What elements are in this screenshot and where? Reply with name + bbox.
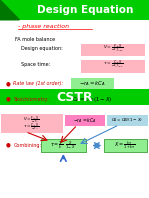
Text: CSTR: CSTR [56,90,93,104]
Text: Rate law (1st order):: Rate law (1st order): [13,81,63,86]
FancyBboxPatch shape [107,115,148,126]
FancyBboxPatch shape [1,114,63,133]
Text: $X=\frac{k\tau}{1+k\tau}$: $X=\frac{k\tau}{1+k\tau}$ [114,140,136,151]
Text: Stoichiometry:: Stoichiometry: [13,96,49,102]
FancyBboxPatch shape [104,139,147,152]
FancyBboxPatch shape [0,89,149,105]
Text: $-r_A = kC_A$: $-r_A = kC_A$ [73,116,97,125]
Text: $V=\frac{F_{A0}X}{-r_A}$: $V=\frac{F_{A0}X}{-r_A}$ [23,114,39,126]
Text: $-r_A = kC_A$: $-r_A = kC_A$ [79,79,106,88]
Text: ●: ● [6,96,11,102]
FancyBboxPatch shape [71,78,114,89]
Text: Design equation:: Design equation: [21,46,63,51]
Text: Space time:: Space time: [21,62,50,67]
FancyBboxPatch shape [0,0,149,20]
Text: $C_A = C_{A0}(1-X)$: $C_A = C_{A0}(1-X)$ [72,94,112,104]
Text: Combining:: Combining: [13,143,42,148]
Text: Design Equation: Design Equation [37,5,133,15]
FancyBboxPatch shape [81,44,145,56]
FancyBboxPatch shape [41,139,86,152]
Polygon shape [0,0,19,20]
Text: $\tau=\frac{C_{A0}X}{-r_A}$: $\tau=\frac{C_{A0}X}{-r_A}$ [23,121,39,133]
Text: FA mole balance: FA mole balance [15,37,55,42]
Text: ●: ● [6,81,11,86]
Text: $C_A=C_{A0}(1-X)$: $C_A=C_{A0}(1-X)$ [111,116,143,124]
Text: $V=\frac{F_{A0}X}{-r_A f_{Aav}}$: $V=\frac{F_{A0}X}{-r_A f_{Aav}}$ [103,42,124,55]
Text: ●: ● [6,143,11,148]
Text: - phase reaction: - phase reaction [18,24,69,29]
FancyBboxPatch shape [65,115,105,126]
FancyBboxPatch shape [81,60,145,73]
Text: $\tau=\frac{1}{k}\cdot\frac{X}{1-X}$: $\tau=\frac{1}{k}\cdot\frac{X}{1-X}$ [50,140,76,151]
Text: $\tau=\frac{C_{A0}X}{-r_A f_{Aav}}$: $\tau=\frac{C_{A0}X}{-r_A f_{Aav}}$ [103,59,124,71]
